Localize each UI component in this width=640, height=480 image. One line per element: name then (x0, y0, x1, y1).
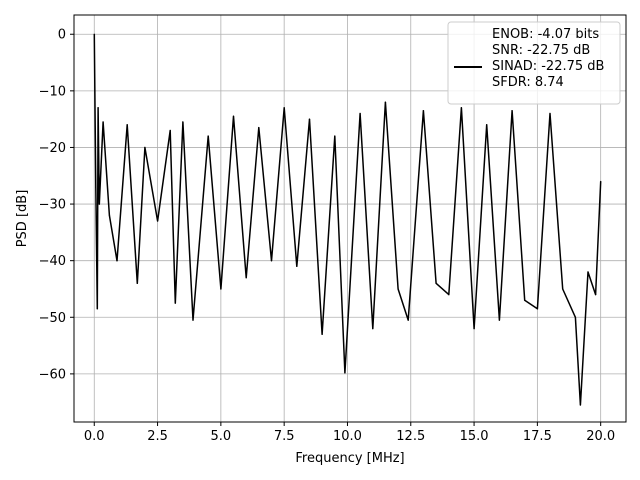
legend-entry-snr: SNR: -22.75 dB (492, 43, 590, 58)
y-tick-label: −60 (39, 367, 66, 382)
psd-data-point (116, 260, 118, 262)
psd-data-point (473, 327, 475, 330)
psd-data-point (97, 107, 99, 109)
plot-area (93, 33, 602, 406)
psd-data-point (595, 294, 597, 296)
x-tick-label: 12.5 (396, 429, 425, 444)
legend-entry-enob: ENOB: -4.07 bits (492, 27, 599, 42)
psd-data-point (96, 308, 98, 310)
psd-data-point (460, 107, 463, 109)
psd-data-point (435, 282, 437, 284)
psd-data-point (549, 112, 551, 115)
psd-data-point (587, 271, 589, 273)
x-tick-label: 17.5 (523, 429, 552, 444)
psd-data-point (108, 214, 111, 216)
psd-data-point (344, 372, 346, 374)
x-tick-label: 7.5 (274, 429, 295, 444)
psd-data-point (182, 121, 184, 123)
x-tick-label: 10.0 (333, 429, 362, 444)
x-tick-label: 15.0 (460, 429, 489, 444)
y-tick-label: −50 (39, 311, 66, 326)
x-axis-label: Frequency [MHz] (295, 451, 404, 466)
psd-data-point (98, 203, 100, 205)
x-tick-label: 2.5 (147, 429, 168, 444)
psd-data-point (174, 302, 176, 304)
psd-data-point (283, 107, 285, 109)
x-tick-label: 20.0 (586, 429, 615, 444)
psd-data-point (144, 146, 146, 149)
y-axis-ticks: 0 −10 −20 −30 −40 −50 −60 (39, 28, 74, 382)
x-tick-label: 0.0 (84, 429, 105, 444)
psd-data-point (486, 124, 488, 126)
psd-data-point (334, 135, 336, 137)
x-tick-label: 5.0 (211, 429, 232, 444)
psd-data-point (207, 135, 209, 137)
psd-data-point (136, 282, 138, 284)
psd-data-point (511, 110, 513, 112)
psd-data-point (448, 294, 450, 296)
psd-data-point (579, 404, 582, 406)
psd-data-point (192, 319, 194, 321)
psd-data-point (156, 220, 159, 222)
psd-data-point (407, 319, 409, 321)
psd-data-point (245, 277, 247, 279)
psd-data-point (397, 288, 399, 290)
y-tick-label: −20 (39, 141, 66, 156)
psd-data-point (102, 121, 104, 123)
legend-entry-sinad: SINAD: -22.75 dB (492, 59, 604, 74)
legend: ENOB: -4.07 bits SNR: -22.75 dB SINAD: -… (447, 21, 621, 105)
y-axis-label: PSD [dB] (15, 190, 30, 248)
psd-data-point (126, 124, 128, 126)
psd-series-line (93, 34, 602, 406)
psd-data-point (321, 333, 323, 335)
psd-data-point (93, 33, 95, 35)
psd-data-point (372, 327, 374, 330)
x-axis-ticks: 0.0 2.5 5.0 7.5 10.0 12.5 15.0 17.5 20.0 (84, 422, 615, 444)
psd-data-point (536, 308, 538, 310)
y-tick-label: −40 (39, 254, 66, 269)
y-tick-label: −10 (39, 84, 66, 99)
psd-data-point (220, 288, 222, 290)
psd-data-point (232, 115, 235, 117)
psd-data-point (95, 186, 97, 188)
psd-data-point (600, 180, 602, 183)
axes-frame (73, 14, 627, 423)
y-tick-label: 0 (58, 28, 66, 43)
psd-data-point (359, 112, 361, 115)
psd-data-point (308, 118, 311, 120)
psd-data-point (574, 316, 576, 318)
psd-data-point (384, 101, 387, 103)
legend-entry-sfdr: SFDR: 8.74 (492, 75, 564, 90)
y-tick-label: −30 (39, 198, 66, 213)
psd-data-point (422, 110, 425, 112)
psd-data-point (296, 265, 298, 267)
psd-data-point (498, 319, 500, 321)
psd-data-point (270, 260, 273, 262)
legend-box (447, 21, 621, 105)
psd-data-point (562, 288, 564, 290)
psd-data-point (169, 129, 171, 132)
psd-data-point (524, 299, 526, 301)
psd-data-point (258, 127, 260, 129)
